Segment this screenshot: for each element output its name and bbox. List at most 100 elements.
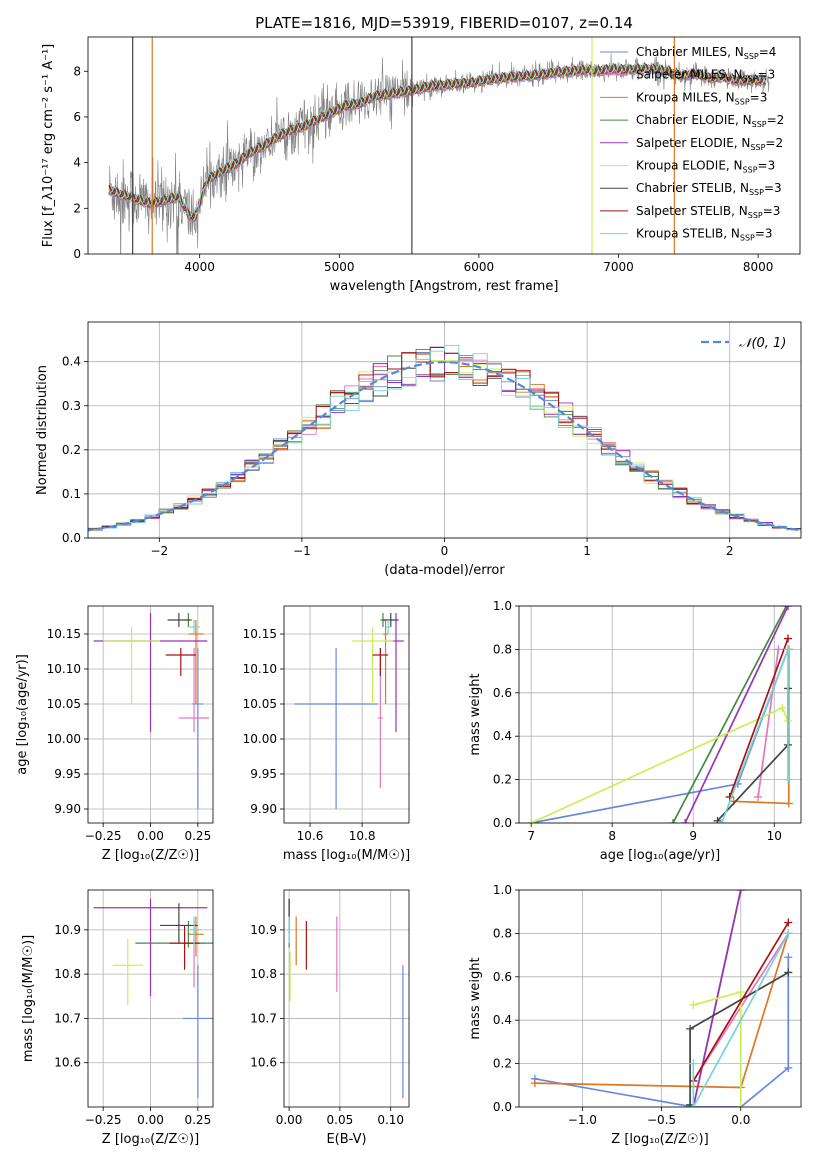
weight-line (692, 922, 790, 1082)
legend-entry: Kroupa STELIB, NSSP=3 (636, 227, 773, 243)
weight-marker (686, 1024, 695, 1033)
y-tick-label: 8 (73, 64, 81, 78)
legend-subscript: SSP (735, 97, 750, 106)
y-tick-label: 10.8 (54, 967, 81, 981)
x-tick-label: 7 (527, 829, 535, 843)
y-tick-label: 9.90 (54, 802, 81, 816)
x-axis-label: (data-model)/error (384, 563, 505, 578)
x-axis-label: Z [log₁₀(Z/Z☉)] (102, 1132, 199, 1147)
legend-subscript: SSP (748, 211, 763, 220)
legend-entry: Kroupa ELODIE, NSSP=3 (636, 159, 775, 175)
weight-marker (681, 819, 690, 823)
legend-subscript: SSP (743, 166, 758, 175)
weight-marker (717, 819, 726, 823)
y-tick-label: 10.9 (250, 923, 277, 937)
legend-subscript: SSP (750, 143, 765, 152)
x-tick-label: −1.0 (568, 1113, 597, 1127)
axes-frame (283, 889, 410, 1108)
y-tick-label: 1.0 (493, 883, 512, 897)
axes-frame (518, 889, 802, 1108)
x-axis-label: E(B-V) (326, 1132, 366, 1147)
y-tick-label: 1.0 (493, 599, 512, 613)
legend-subscript: SSP (752, 120, 767, 129)
legend-entry: Chabrier STELIB, NSSP=3 (636, 181, 782, 197)
data-spectrum (108, 53, 770, 254)
legend-entry: 𝒩(0, 1) (739, 336, 786, 351)
y-tick-label: 10.8 (250, 967, 277, 981)
x-tick-label: 8000 (743, 260, 774, 274)
x-tick-label: 5000 (324, 260, 355, 274)
y-axis-label: Normed distribution (35, 365, 50, 495)
x-tick-label: 0.00 (137, 1113, 164, 1127)
x-axis-label: Z [log₁₀(Z/Z☉)] (102, 848, 199, 863)
weight-line (728, 638, 789, 798)
model-spectrum (108, 62, 767, 219)
x-tick-label: 0.00 (276, 1113, 303, 1127)
legend-count: =4 (759, 45, 777, 59)
legend-entry: Kroupa MILES, NSSP=3 (636, 90, 767, 106)
legend-count: =3 (750, 90, 768, 104)
y-axis-label: mass weight (468, 673, 483, 755)
legend-count: =3 (755, 227, 773, 241)
legend-entry: Salpeter ELODIE, NSSP=2 (636, 136, 783, 152)
y-tick-label: 10.15 (47, 627, 81, 641)
x-tick-label: 1 (583, 544, 591, 558)
weight-line (692, 932, 790, 1107)
legend-subscript: SSP (743, 75, 758, 84)
weight-marker (784, 1063, 793, 1072)
y-tick-label: 0.6 (493, 970, 512, 984)
weight-marker (774, 645, 783, 654)
y-tick-label: 9.90 (250, 802, 277, 816)
legend-count: =3 (764, 181, 782, 195)
x-axis-label: age [log₁₀(age/yr)] (600, 848, 721, 863)
x-tick-label: 0.00 (137, 829, 164, 843)
x-tick-label: 10 (767, 829, 782, 843)
plot-area-weight_vs_Z (530, 890, 793, 1107)
weight-marker (784, 953, 793, 962)
legend-entry: Chabrier MILES, NSSP=4 (636, 45, 776, 61)
legend-subscript: SSP (740, 234, 755, 243)
y-tick-label: 4 (73, 156, 81, 170)
axes-age_vs_mass: 10.6 10.8 9.90 9.95 10.00 10.05 10.10 10.15 mass… (243, 605, 410, 863)
y-tick-label: 0.2 (493, 1057, 512, 1071)
y-tick-label: 10.7 (250, 1011, 277, 1025)
weight-marker (736, 1103, 745, 1107)
plot-area-age_vs_mass (294, 613, 404, 809)
axes-residuals: −2 −1 0 1 2 0.0 0.1 0.2 0.3 0.4 (data-model)/error… (35, 321, 802, 578)
weight-marker (713, 816, 722, 823)
y-tick-label: 0.0 (493, 1100, 512, 1114)
x-tick-label: 0.25 (184, 1113, 211, 1127)
legend-count: =3 (758, 68, 776, 82)
x-tick-label: 10.8 (349, 829, 376, 843)
y-tick-label: 10.00 (47, 732, 81, 746)
legend-count: =3 (758, 159, 776, 173)
axes-weight_vs_age: 7 8 9 10 0.0 0.2 0.4 0.6 0.8 1.0 age [log₁₀(age/yr… (468, 599, 802, 863)
axes-frame (518, 605, 802, 824)
y-tick-label: 0.0 (493, 816, 512, 830)
x-axis-label: Z [log₁₀(Z/Z☉)] (611, 1132, 708, 1147)
gaussian-curve (88, 360, 801, 532)
x-tick-label: 4000 (184, 260, 215, 274)
y-tick-label: 10.6 (54, 1056, 81, 1070)
weight-marker (784, 929, 793, 938)
y-tick-label: 10.6 (250, 1056, 277, 1070)
y-axis-label: mass [log₁₀(M/M☉)] (21, 935, 36, 1062)
weight-marker (689, 1103, 698, 1107)
x-tick-label: −2 (150, 544, 168, 558)
x-tick-label: 0.0 (731, 1113, 750, 1127)
weight-marker (784, 634, 793, 643)
plot-area-age_vs_Z (93, 613, 210, 809)
x-tick-label: 0 (441, 544, 449, 558)
legend-entry: Salpeter MILES, NSSP=3 (636, 68, 775, 84)
x-tick-label: 0.25 (184, 829, 211, 843)
x-tick-label: −0.25 (85, 1113, 122, 1127)
weight-line (530, 706, 789, 823)
y-tick-label: 0.2 (493, 773, 512, 787)
weight-marker (689, 1059, 698, 1068)
y-tick-label: 0.3 (62, 399, 81, 413)
y-tick-label: 10.10 (243, 662, 277, 676)
plot-area-residuals (88, 344, 801, 533)
weight-marker (784, 799, 793, 808)
x-tick-label: 7000 (603, 260, 634, 274)
